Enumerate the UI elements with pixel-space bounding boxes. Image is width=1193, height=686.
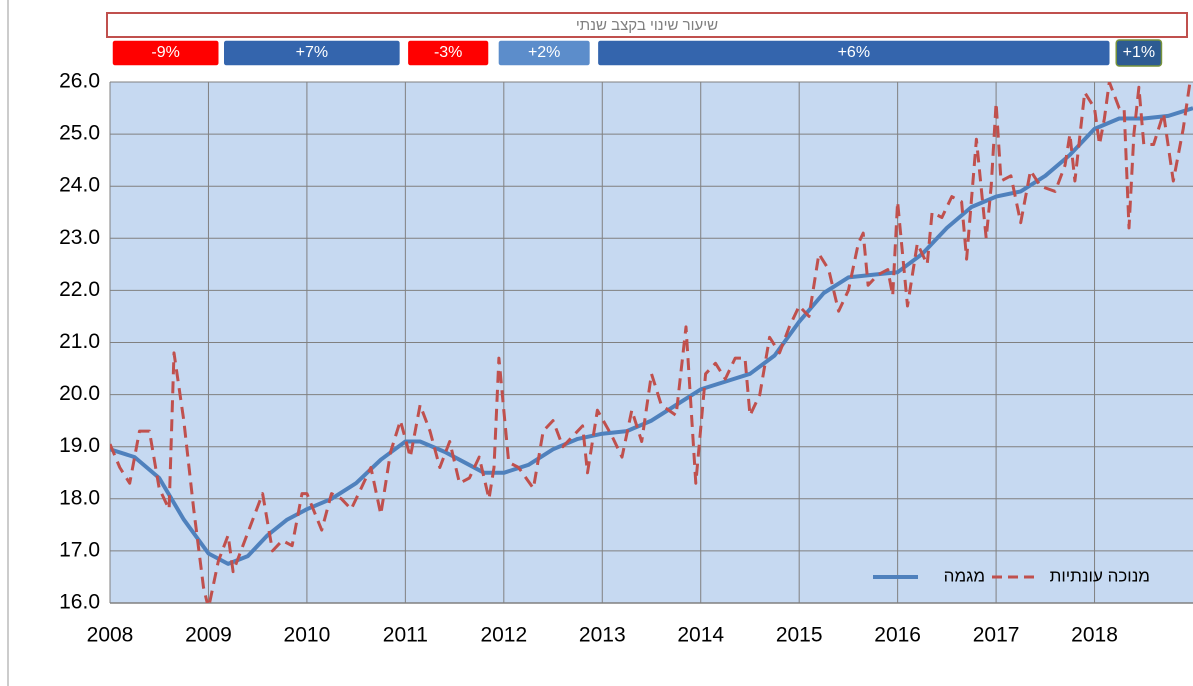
x-tick-label: 2013 (579, 624, 626, 647)
x-tick-label: 2010 (284, 624, 331, 647)
period-band (111, 39, 221, 67)
period-label: -9% (151, 44, 179, 61)
y-tick-label: 22.0 (59, 278, 100, 301)
period-band (1115, 39, 1163, 67)
x-tick-label: 2018 (1071, 624, 1118, 647)
period-label: +2% (528, 44, 560, 61)
y-tick-label: 25.0 (59, 122, 100, 145)
period-band (406, 39, 490, 67)
y-tick-label: 23.0 (59, 226, 100, 249)
y-tick-label: 26.0 (59, 70, 100, 93)
x-tick-label: 2012 (480, 624, 527, 647)
legend-label: מנוכה עונתיות (1050, 566, 1150, 585)
y-tick-label: 20.0 (59, 382, 100, 405)
period-label: +7% (296, 44, 328, 61)
title-box (106, 12, 1188, 38)
y-tick-label: 18.0 (59, 486, 100, 509)
x-tick-label: 2016 (874, 624, 921, 647)
y-tick-label: 21.0 (59, 330, 100, 353)
x-tick-label: 2017 (973, 624, 1020, 647)
legend-label: מגמה (944, 566, 985, 585)
y-tick-label: 24.0 (59, 174, 100, 197)
period-label: +6% (838, 44, 870, 61)
x-tick-label: 2011 (383, 624, 428, 647)
period-label: -3% (434, 44, 462, 61)
x-tick-label: 2008 (87, 624, 134, 647)
y-tick-label: 16.0 (59, 591, 100, 614)
period-label: +1% (1123, 44, 1155, 61)
series-group (110, 82, 1193, 603)
y-tick-label: 19.0 (59, 434, 100, 457)
x-tick-label: 2015 (776, 624, 823, 647)
period-band (497, 39, 592, 67)
y-tick-label: 17.0 (59, 538, 100, 561)
x-tick-label: 2014 (677, 624, 724, 647)
series-line (110, 82, 1192, 603)
period-band (596, 39, 1112, 67)
period-band (222, 39, 402, 67)
x-tick-label: 2009 (185, 624, 232, 647)
chart-title: שיעור שינוי בקצב שנתי (576, 17, 718, 34)
